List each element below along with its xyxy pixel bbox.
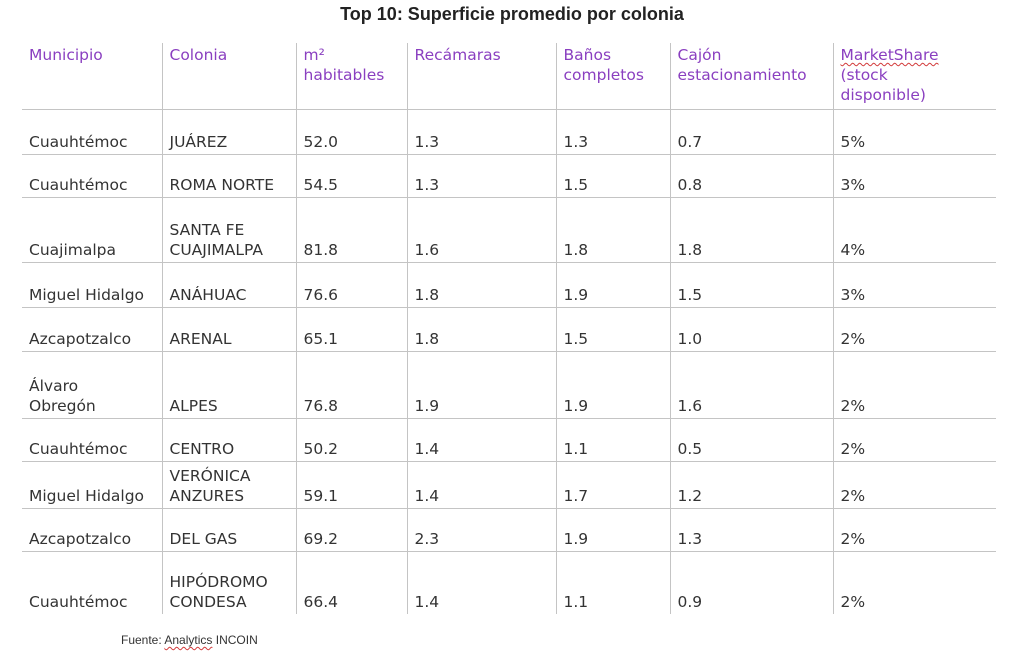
cell-marketshare: 5% — [832, 109, 996, 155]
source-prefix: Fuente: — [121, 633, 165, 647]
cell-colonia: SANTA FE CUAJIMALPA — [161, 197, 296, 263]
cell-marketshare: 3% — [832, 262, 996, 308]
cell-municipio: Cuauhtémoc — [22, 418, 162, 462]
cell-banos: 1.5 — [555, 307, 670, 352]
cell-banos: 1.1 — [555, 418, 670, 462]
table-row: Cuauhtémoc CENTRO 50.2 1.4 1.1 0.5 2% — [22, 418, 996, 462]
cell-recamaras: 1.3 — [406, 154, 556, 198]
source-note: Fuente: Analytics INCOIN — [121, 633, 258, 647]
cell-marketshare: 3% — [832, 154, 996, 198]
cell-marketshare: 2% — [832, 508, 996, 552]
column-header-municipio: Municipio — [22, 43, 162, 110]
cell-recamaras: 2.3 — [406, 508, 556, 552]
cell-recamaras: 1.9 — [406, 351, 556, 419]
cell-marketshare: 2% — [832, 551, 996, 614]
column-header-cajon: Cajón estacionamiento — [669, 43, 833, 110]
cell-municipio: Azcapotzalco — [22, 307, 162, 352]
table-row: Azcapotzalco ARENAL 65.1 1.8 1.5 1.0 2% — [22, 307, 996, 352]
cell-m2: 66.4 — [295, 551, 407, 614]
cell-banos: 1.5 — [555, 154, 670, 198]
cell-recamaras: 1.4 — [406, 461, 556, 509]
cell-cajon: 0.5 — [669, 418, 833, 462]
cell-colonia: CENTRO — [161, 418, 296, 462]
cell-colonia: ROMA NORTE — [161, 154, 296, 198]
header-row: Municipio Colonia m² habitables Recámara… — [22, 43, 996, 110]
cell-m2: 76.8 — [295, 351, 407, 419]
cell-m2: 69.2 — [295, 508, 407, 552]
table-row: Cuauhtémoc HIPÓDROMO CONDESA 66.4 1.4 1.… — [22, 551, 996, 614]
cell-banos: 1.9 — [555, 351, 670, 419]
data-table: Municipio Colonia m² habitables Recámara… — [22, 43, 996, 614]
cell-banos: 1.7 — [555, 461, 670, 509]
cell-marketshare: 2% — [832, 307, 996, 352]
cell-cajon: 1.2 — [669, 461, 833, 509]
cell-m2: 59.1 — [295, 461, 407, 509]
column-header-banos: Baños completos — [555, 43, 670, 110]
cell-municipio: Álvaro Obregón — [22, 351, 162, 419]
cell-cajon: 1.3 — [669, 508, 833, 552]
cell-colonia: DEL GAS — [161, 508, 296, 552]
cell-cajon: 0.9 — [669, 551, 833, 614]
table-row: Azcapotzalco DEL GAS 69.2 2.3 1.9 1.3 2% — [22, 508, 996, 552]
cell-marketshare: 2% — [832, 461, 996, 509]
source-suffix: INCOIN — [212, 633, 258, 647]
cell-cajon: 1.6 — [669, 351, 833, 419]
cell-banos: 1.9 — [555, 262, 670, 308]
source-analytics: Analytics — [164, 633, 213, 647]
cell-municipio: Cuauhtémoc — [29, 593, 128, 611]
cell-municipio: Miguel Hidalgo — [22, 262, 162, 308]
cell-banos: 1.1 — [555, 551, 670, 614]
table-row: Miguel Hidalgo ANÁHUAC 76.6 1.8 1.9 1.5 … — [22, 262, 996, 308]
cell-marketshare: 2% — [832, 418, 996, 462]
cell-cajon: 0.7 — [669, 109, 833, 155]
table-row: Cuauhtémoc JUÁREZ 52.0 1.3 1.3 0.7 5% — [22, 109, 996, 155]
cell-municipio: Cuajimalpa — [22, 197, 162, 263]
cell-colonia: HIPÓDROMO CONDESA — [161, 551, 296, 614]
cell-m2: 76.6 — [295, 262, 407, 308]
marketshare-label: MarketShare — [840, 46, 939, 64]
cell-banos: 1.8 — [555, 197, 670, 263]
cell-m2: 52.0 — [295, 109, 407, 155]
column-header-marketshare: MarketShare (stock disponible) — [832, 43, 996, 110]
cell-municipio: Cuauhtémoc — [22, 154, 162, 198]
cell-municipio: Azcapotzalco — [22, 508, 162, 552]
cell-recamaras: 1.8 — [406, 307, 556, 352]
table-row: Cuajimalpa SANTA FE CUAJIMALPA 81.8 1.6 … — [22, 197, 996, 263]
cell-m2: 65.1 — [295, 307, 407, 352]
cell-banos: 1.3 — [555, 109, 670, 155]
table-row: Miguel Hidalgo VERÓNICA ANZURES 59.1 1.4… — [22, 461, 996, 509]
cell-recamaras: 1.8 — [406, 262, 556, 308]
cell-marketshare: 4% — [832, 197, 996, 263]
cell-marketshare: 2% — [832, 351, 996, 419]
cell-m2: 81.8 — [295, 197, 407, 263]
cell-colonia: VERÓNICA ANZURES — [161, 461, 296, 509]
cell-banos: 1.9 — [555, 508, 670, 552]
cell-colonia: ALPES — [161, 351, 296, 419]
cell-colonia: ARENAL — [161, 307, 296, 352]
cell-cajon: 1.0 — [669, 307, 833, 352]
page-title: Top 10: Superficie promedio por colonia — [340, 4, 684, 24]
cell-recamaras: 1.4 — [406, 551, 556, 614]
column-header-recamaras: Recámaras — [406, 43, 556, 110]
column-header-m2-habitables: m² habitables — [295, 43, 407, 110]
cell-recamaras: 1.4 — [406, 418, 556, 462]
cell-municipio: Cuauhtémoc — [22, 109, 162, 155]
cell-cajon: 1.5 — [669, 262, 833, 308]
cell-colonia: JUÁREZ — [161, 109, 296, 155]
column-header-colonia: Colonia — [161, 43, 296, 110]
cell-m2: 50.2 — [295, 418, 407, 462]
table-row: Cuauhtémoc ROMA NORTE 54.5 1.3 1.5 0.8 3… — [22, 154, 996, 198]
cell-recamaras: 1.6 — [406, 197, 556, 263]
cell-cajon: 0.8 — [669, 154, 833, 198]
table-row: Álvaro Obregón ALPES 76.8 1.9 1.9 1.6 2% — [22, 351, 996, 419]
cell-cajon: 1.8 — [669, 197, 833, 263]
cell-colonia: ANÁHUAC — [161, 262, 296, 308]
cell-m2: 54.5 — [295, 154, 407, 198]
cell-recamaras: 1.3 — [406, 109, 556, 155]
cell-municipio: Miguel Hidalgo — [22, 461, 162, 509]
